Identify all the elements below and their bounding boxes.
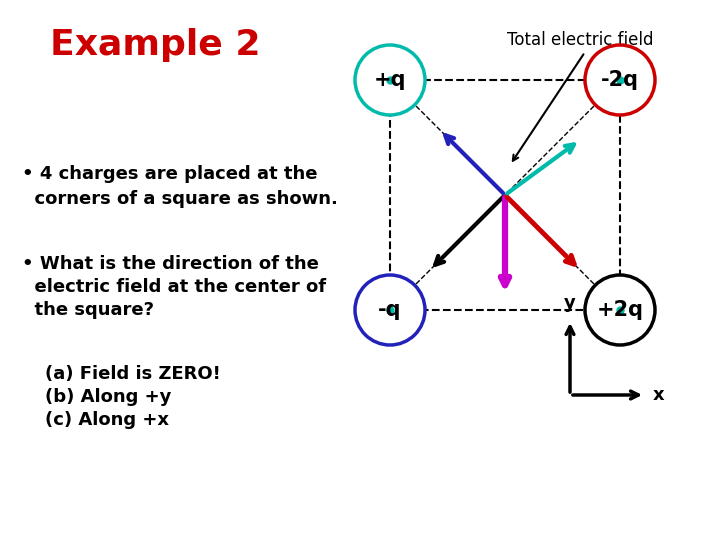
Text: y: y — [564, 294, 576, 312]
Text: • What is the direction of the: • What is the direction of the — [22, 255, 319, 273]
Text: Total electric field: Total electric field — [507, 31, 653, 49]
Text: • 4 charges are placed at the: • 4 charges are placed at the — [22, 165, 318, 183]
Circle shape — [355, 275, 425, 345]
Circle shape — [585, 45, 655, 115]
Text: +2q: +2q — [596, 300, 644, 320]
Text: electric field at the center of: electric field at the center of — [22, 278, 326, 296]
Text: (b) Along +y: (b) Along +y — [45, 388, 171, 406]
Text: corners of a square as shown.: corners of a square as shown. — [22, 190, 338, 208]
Circle shape — [585, 275, 655, 345]
Text: the square?: the square? — [22, 301, 154, 319]
Text: +q: +q — [374, 70, 406, 90]
Circle shape — [355, 45, 425, 115]
Text: (c) Along +x: (c) Along +x — [45, 411, 169, 429]
Text: x: x — [653, 386, 665, 404]
Text: -q: -q — [378, 300, 402, 320]
Text: (a) Field is ZERO!: (a) Field is ZERO! — [45, 365, 221, 383]
Bar — [390, 80, 620, 310]
Text: -2q: -2q — [601, 70, 639, 90]
Text: Example 2: Example 2 — [50, 28, 260, 62]
